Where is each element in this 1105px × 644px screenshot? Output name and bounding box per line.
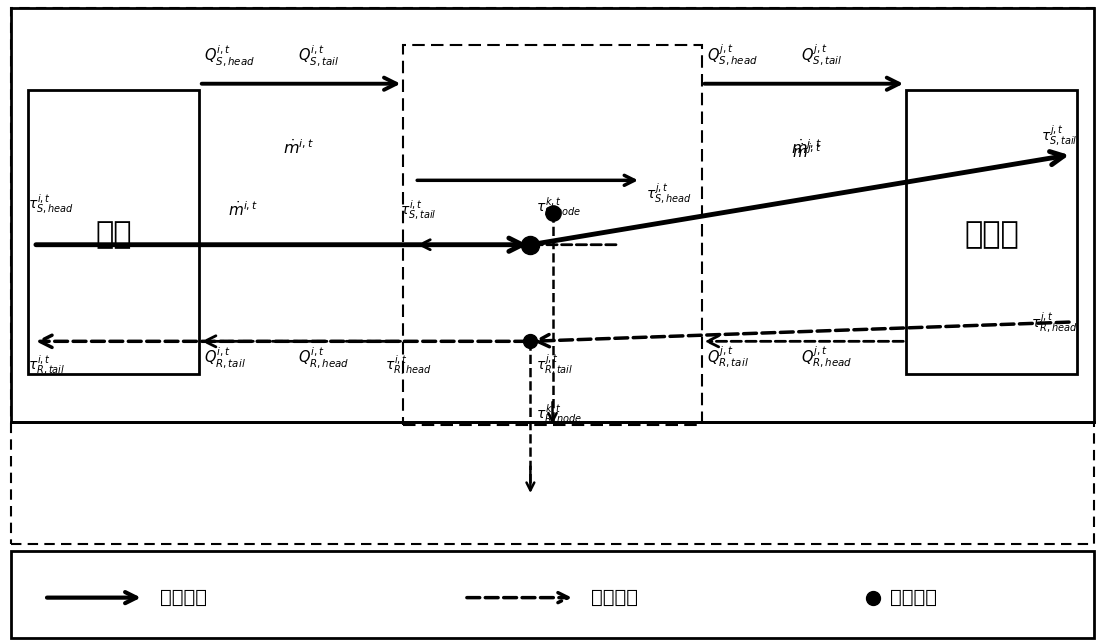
Polygon shape	[11, 8, 1094, 422]
Text: $Q_{R,tail}^{j,t}$: $Q_{R,tail}^{j,t}$	[707, 345, 749, 370]
Bar	[906, 90, 1077, 374]
Text: $\tau_{R,head}^{j,t}$: $\tau_{R,head}^{j,t}$	[1031, 310, 1077, 335]
Text: $Q_{S,tail}^{j,t}$: $Q_{S,tail}^{j,t}$	[801, 43, 842, 68]
Text: $\tau_{R,tail}^{i,t}$: $\tau_{R,tail}^{i,t}$	[28, 353, 65, 377]
Text: $\tau_{R,head}^{i,t}$: $\tau_{R,head}^{i,t}$	[385, 353, 431, 377]
Text: $Q_{R,head}^{j,t}$: $Q_{R,head}^{j,t}$	[801, 345, 853, 370]
Text: $\tau_{S,tail}^{i,t}$: $\tau_{S,tail}^{i,t}$	[400, 198, 436, 222]
Text: $\tau_{R,tail}^{j,t}$: $\tau_{R,tail}^{j,t}$	[536, 352, 573, 377]
Text: $\dot{m}^{j,t}$: $\dot{m}^{j,t}$	[791, 142, 822, 161]
Text: $\tau_{S,tail}^{j,t}$: $\tau_{S,tail}^{j,t}$	[1041, 124, 1077, 148]
Bar	[11, 551, 1094, 638]
Text: $Q_{S,head}^{j,t}$: $Q_{S,head}^{j,t}$	[707, 43, 758, 68]
Text: $\dot{m}^{i,t}$: $\dot{m}^{i,t}$	[228, 200, 259, 219]
Text: $\dot{m}^{i,t}$: $\dot{m}^{i,t}$	[283, 138, 314, 158]
Bar	[28, 90, 199, 374]
Text: $\tau_{R,node}^{k,t}$: $\tau_{R,node}^{k,t}$	[536, 402, 582, 426]
Text: 回水网络: 回水网络	[591, 588, 639, 607]
Text: 换热站: 换热站	[965, 220, 1019, 250]
Text: 供水网络: 供水网络	[160, 588, 208, 607]
Text: $\tau_{S,head}^{i,t}$: $\tau_{S,head}^{i,t}$	[28, 192, 73, 216]
Text: $Q_{R,tail}^{i,t}$: $Q_{R,tail}^{i,t}$	[204, 346, 246, 370]
Text: 交汇节点: 交汇节点	[890, 588, 937, 607]
Text: $Q_{R,head}^{i,t}$: $Q_{R,head}^{i,t}$	[298, 346, 350, 370]
Text: $Q_{S,tail}^{i,t}$: $Q_{S,tail}^{i,t}$	[298, 43, 339, 68]
Text: $\tau_{S,node}^{k,t}$: $\tau_{S,node}^{k,t}$	[536, 195, 581, 219]
Text: $Q_{S,head}^{i,t}$: $Q_{S,head}^{i,t}$	[204, 43, 255, 68]
Text: 热源: 热源	[95, 220, 131, 250]
Text: $\tau_{S,head}^{j,t}$: $\tau_{S,head}^{j,t}$	[646, 182, 692, 206]
Text: $\dot{m}^{j,t}$: $\dot{m}^{j,t}$	[791, 138, 822, 158]
